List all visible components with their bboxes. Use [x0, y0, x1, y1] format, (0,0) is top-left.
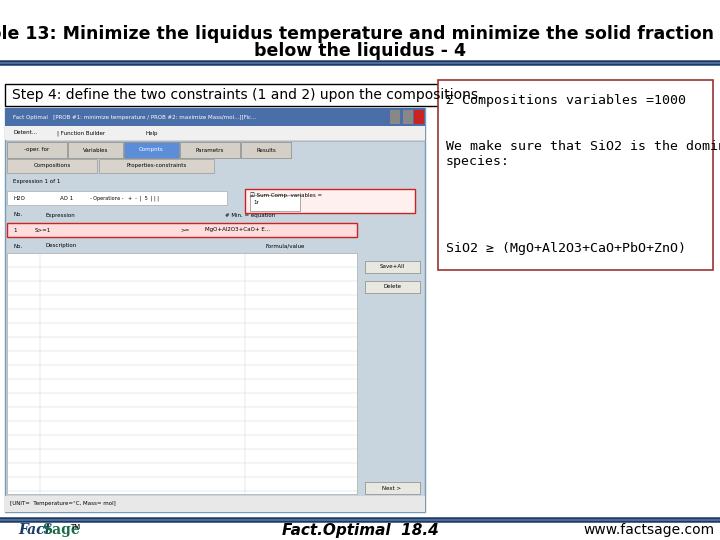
Text: Delete: Delete — [383, 285, 401, 289]
Bar — [7, 159, 97, 173]
Text: MgO+Al2O3+CaO+ E...: MgO+Al2O3+CaO+ E... — [205, 227, 270, 233]
Text: Formula/value: Formula/value — [265, 244, 305, 248]
Text: S>=1: S>=1 — [35, 227, 51, 233]
Bar — [250, 195, 300, 211]
Bar — [414, 110, 424, 124]
Text: Example 13: Minimize the liquidus temperature and minimize the solid fraction 20: Example 13: Minimize the liquidus temper… — [0, 25, 720, 43]
Text: ☑ Sum Comp. variables =: ☑ Sum Comp. variables = — [250, 192, 322, 198]
Text: Σ Compositions variables =1000: Σ Compositions variables =1000 — [446, 94, 686, 107]
Bar — [390, 110, 400, 124]
Bar — [245, 189, 415, 213]
Bar — [365, 261, 420, 273]
Text: H2O: H2O — [13, 195, 25, 200]
Bar — [241, 142, 291, 158]
Bar — [365, 482, 420, 494]
Text: TM: TM — [70, 524, 80, 530]
Text: Results: Results — [256, 147, 276, 152]
Bar — [180, 142, 240, 158]
Text: Fact.Optimal  18.4: Fact.Optimal 18.4 — [282, 523, 438, 537]
Text: Next >: Next > — [382, 485, 402, 490]
Text: Variables: Variables — [83, 147, 108, 152]
Text: # Min. = equation: # Min. = equation — [225, 213, 275, 218]
Text: Step 4: define the two constraints (1 and 2) upon the compositions.: Step 4: define the two constraints (1 an… — [12, 88, 482, 102]
Text: Help: Help — [145, 131, 158, 136]
Text: below the liquidus - 4: below the liquidus - 4 — [254, 42, 466, 60]
Text: 1r: 1r — [253, 199, 258, 205]
Bar — [7, 142, 67, 158]
Text: www.factsage.com: www.factsage.com — [584, 523, 715, 537]
Text: Properties-constraints: Properties-constraints — [127, 164, 186, 168]
Bar — [5, 84, 515, 106]
Bar — [7, 191, 227, 205]
Text: Parametrs: Parametrs — [196, 147, 224, 152]
Text: Sage: Sage — [42, 523, 80, 537]
Text: Fact: Fact — [18, 523, 51, 537]
Text: - Operations -   +  -  |  5  | | |: - Operations - + - | 5 | | | — [90, 195, 159, 201]
Text: Compnts: Compnts — [139, 147, 164, 152]
Bar — [124, 142, 179, 158]
Bar — [99, 159, 214, 173]
Bar — [365, 281, 420, 293]
Text: Fact Optimal   [PROB #1: minimize temperature / PROB #2: maximize Mass/mol...][F: Fact Optimal [PROB #1: minimize temperat… — [13, 114, 256, 119]
Text: Description: Description — [45, 244, 76, 248]
Text: | Function Builder: | Function Builder — [57, 130, 105, 136]
Bar — [5, 496, 425, 512]
Bar — [5, 126, 425, 140]
Text: 1: 1 — [13, 227, 17, 233]
Text: Save+All: Save+All — [379, 265, 405, 269]
Bar — [7, 253, 357, 494]
Text: SiO2 ≥ (MgO+Al2O3+CaO+PbO+ZnO): SiO2 ≥ (MgO+Al2O3+CaO+PbO+ZnO) — [446, 242, 686, 255]
Bar — [5, 108, 425, 512]
Bar — [438, 80, 713, 270]
Text: Compositions: Compositions — [33, 164, 71, 168]
Text: Detent...: Detent... — [13, 131, 37, 136]
Text: Expression: Expression — [45, 213, 75, 218]
Text: No.: No. — [13, 213, 22, 218]
Text: -oper. for: -oper. for — [24, 147, 50, 152]
Bar — [5, 108, 425, 126]
Bar — [7, 223, 357, 237]
Bar — [68, 142, 123, 158]
Text: [UNIT=  Temperature=°C, Mass= mol]: [UNIT= Temperature=°C, Mass= mol] — [10, 502, 116, 507]
Text: No.: No. — [13, 244, 22, 248]
Bar — [403, 110, 413, 124]
Text: We make sure that SiO2 is the dominant
species:: We make sure that SiO2 is the dominant s… — [446, 140, 720, 168]
Text: >=: >= — [180, 227, 189, 233]
Text: Expression 1 of 1: Expression 1 of 1 — [13, 179, 60, 185]
Text: AO 1: AO 1 — [60, 195, 73, 200]
